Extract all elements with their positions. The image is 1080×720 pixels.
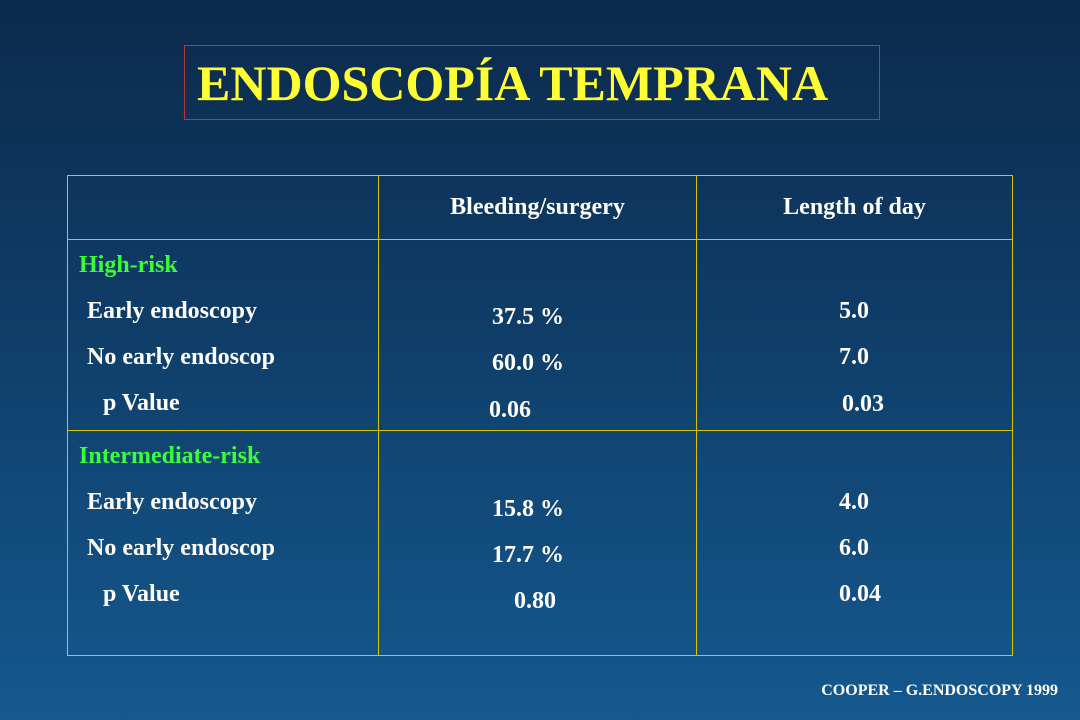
intermediate-risk-label-cell: Intermediate-risk Early endoscopy No ear… (67, 430, 379, 656)
table-header-row: Bleeding/surgery Length of day (67, 175, 1013, 240)
title-box: ENDOSCOPÍA TEMPRANA (184, 45, 880, 120)
value-length-p: 0.04 (839, 581, 881, 607)
value-length-p: 0.03 (842, 391, 884, 417)
high-risk-label-cell: High-risk Early endoscopy No early endos… (67, 239, 379, 431)
value-bleeding-p: 0.06 (489, 397, 531, 423)
table-row-high-risk: High-risk Early endoscopy No early endos… (67, 239, 1013, 431)
slide-title: ENDOSCOPÍA TEMPRANA (197, 55, 829, 111)
header-empty-cell (67, 175, 379, 240)
row-label-early-endoscopy: Early endoscopy (87, 298, 258, 324)
row-label-no-early-endoscopy: No early endoscop (87, 535, 275, 561)
citation-footer: COOPER – G.ENDOSCOPY 1999 (821, 682, 1058, 699)
header-bleeding-surgery: Bleeding/surgery (378, 175, 697, 240)
row-label-p-value: p Value (103, 390, 180, 416)
high-risk-length-cell: 5.0 7.0 0.03 (696, 239, 1013, 431)
row-label-no-early-endoscopy: No early endoscop (87, 344, 275, 370)
high-risk-bleeding-cell: 37.5 % 60.0 % 0.06 (378, 239, 697, 431)
row-label-early-endoscopy: Early endoscopy (87, 489, 258, 515)
header-length-of-day: Length of day (696, 175, 1013, 240)
group-label-intermediate-risk: Intermediate-risk (79, 443, 261, 469)
value-bleeding-no-early: 17.7 % (492, 542, 564, 568)
intermediate-risk-bleeding-cell: 15.8 % 17.7 % 0.80 (378, 430, 697, 656)
value-bleeding-p: 0.80 (514, 588, 556, 614)
value-length-early: 4.0 (839, 489, 869, 515)
row-label-p-value: p Value (103, 581, 180, 607)
value-length-no-early: 7.0 (839, 344, 869, 370)
results-table: Bleeding/surgery Length of day High-risk… (67, 175, 1013, 656)
intermediate-risk-length-cell: 4.0 6.0 0.04 (696, 430, 1013, 656)
table-row-intermediate-risk: Intermediate-risk Early endoscopy No ear… (67, 430, 1013, 656)
value-bleeding-early: 37.5 % (492, 304, 564, 330)
value-bleeding-no-early: 60.0 % (492, 350, 564, 376)
group-label-high-risk: High-risk (79, 252, 178, 278)
value-length-early: 5.0 (839, 298, 869, 324)
value-bleeding-early: 15.8 % (492, 496, 564, 522)
value-length-no-early: 6.0 (839, 535, 869, 561)
